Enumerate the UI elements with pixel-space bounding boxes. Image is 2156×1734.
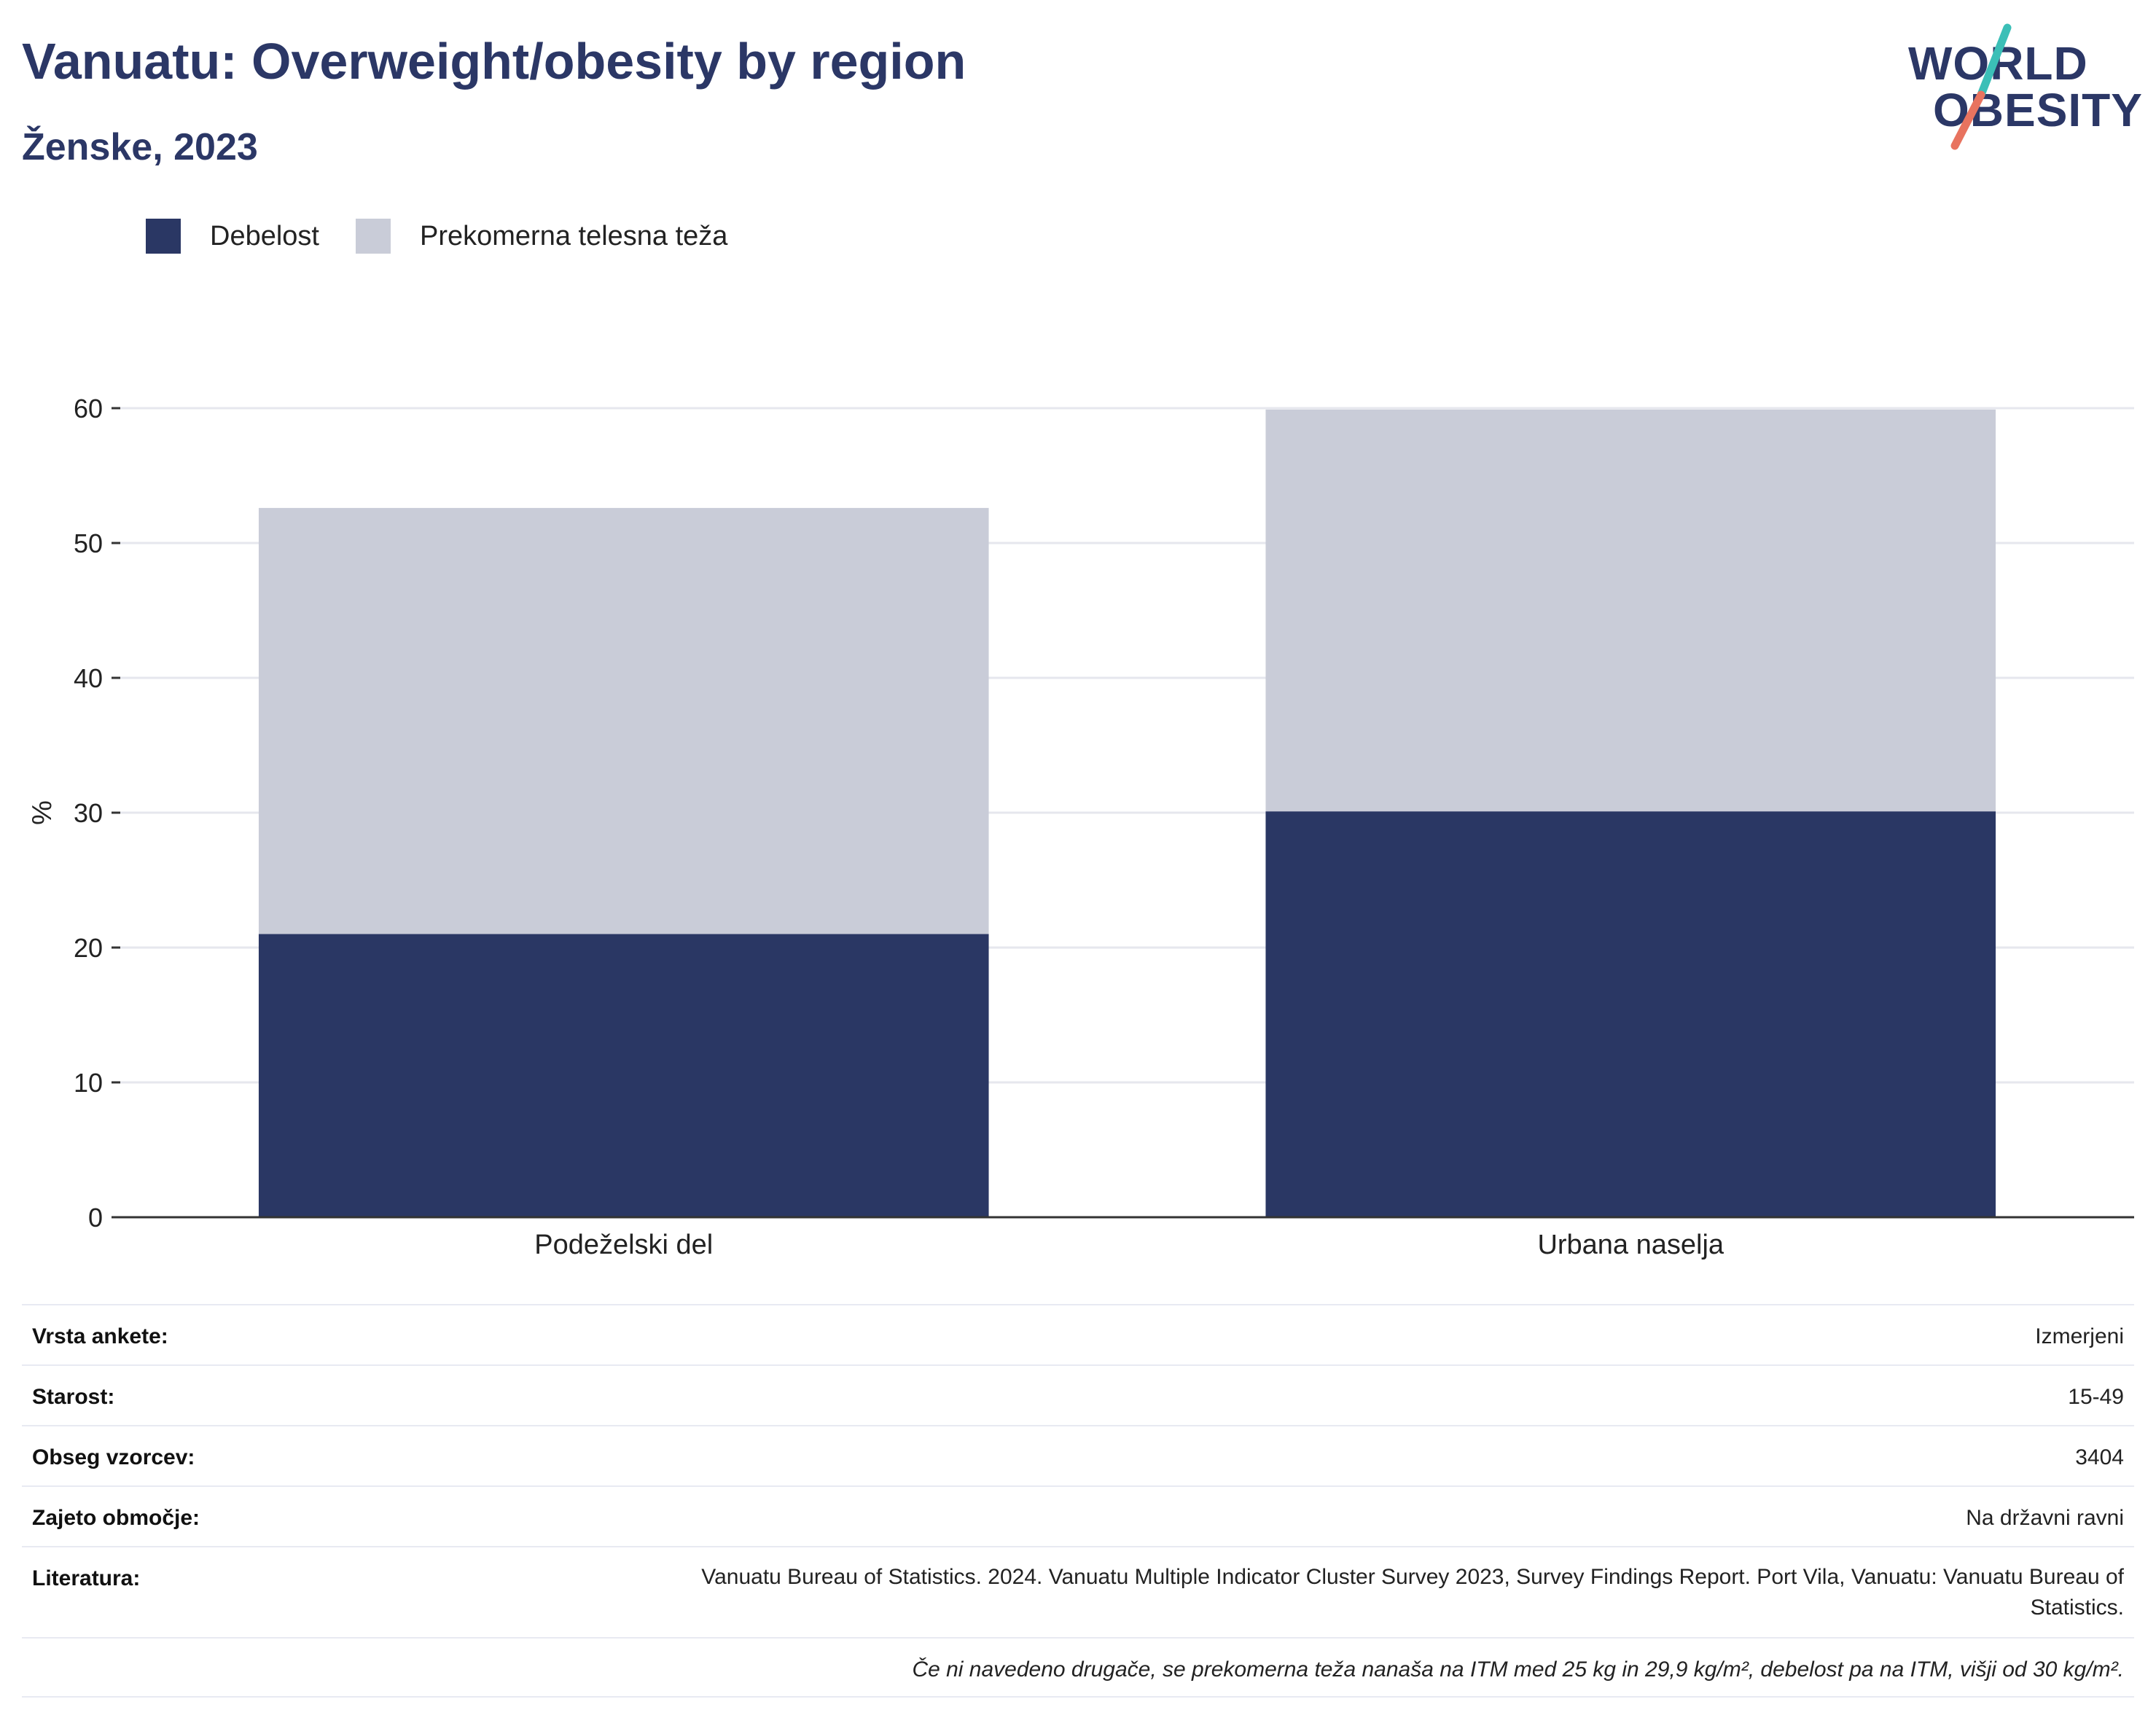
bar-debelost-podezelski-del[interactable] bbox=[258, 934, 989, 1218]
chart-subtitle: Ženske, 2023 bbox=[22, 126, 258, 168]
literature-reference: Vanuatu Bureau of Statistics. 2024. Vanu… bbox=[701, 1565, 2124, 1620]
legend-label-debelost: Debelost bbox=[210, 220, 319, 251]
legend-item-debelost[interactable]: Debelost bbox=[146, 219, 319, 254]
info-label: Literatura: bbox=[32, 1566, 141, 1590]
info-label: Vrsta ankete: bbox=[32, 1324, 168, 1348]
bar-prekomerna-teza-urbana-naselja[interactable] bbox=[1265, 409, 1996, 812]
stacked-bar-chart: 0 10 20 30 40 50 60% Podeželski del Urbana nasel… bbox=[27, 394, 2134, 1260]
info-label: Starost: bbox=[32, 1385, 115, 1409]
y-tick-label: 10 bbox=[74, 1068, 103, 1098]
world-obesity-logo: WORLD OBESITY bbox=[1902, 22, 2143, 153]
legend-swatch-prekomerna bbox=[355, 219, 391, 254]
y-tick-label: 60 bbox=[74, 394, 103, 423]
definition-note: Če ni navedeno drugače, se prekomerna te… bbox=[912, 1657, 2124, 1682]
y-tick-label: 0 bbox=[88, 1203, 103, 1233]
axes: 0 10 20 30 40 50 60% Podeželski del Urbana nasel… bbox=[27, 394, 2134, 1260]
x-category-label: Urbana naselja bbox=[1537, 1230, 1724, 1260]
survey-info-table: Vrsta ankete: Izmerjeni Starost: 15-49 O… bbox=[22, 1304, 2134, 1698]
legend-label-prekomerna: Prekomerna telesna teža bbox=[419, 220, 728, 251]
legend-item-prekomerna[interactable]: Prekomerna telesna teža bbox=[355, 219, 728, 254]
legend-swatch-debelost bbox=[146, 219, 181, 254]
chart-legend: Debelost Prekomerna telesna teža bbox=[146, 217, 764, 255]
info-row-sample-size: Obseg vzorcev: 3404 bbox=[22, 1425, 2134, 1485]
info-value: Izmerjeni bbox=[2035, 1324, 2124, 1348]
bars bbox=[258, 409, 1996, 1218]
chart-title: Vanuatu: Overweight/obesity by region bbox=[22, 33, 966, 90]
info-row-age: Starost: 15-49 bbox=[22, 1364, 2134, 1425]
y-tick-label: 30 bbox=[74, 798, 103, 828]
y-tick-label: 40 bbox=[74, 663, 103, 693]
x-category-label: Podeželski del bbox=[534, 1230, 713, 1260]
info-row-note: Če ni navedeno drugače, se prekomerna te… bbox=[22, 1637, 2134, 1698]
info-row-survey-type: Vrsta ankete: Izmerjeni bbox=[22, 1304, 2134, 1364]
info-value: Na državni ravni bbox=[1966, 1506, 2124, 1530]
y-tick-label: 20 bbox=[74, 933, 103, 963]
bar-debelost-urbana-naselja[interactable] bbox=[1265, 811, 1996, 1217]
info-value: 15-49 bbox=[2068, 1385, 2124, 1409]
info-value: 3404 bbox=[2075, 1445, 2124, 1469]
logo-slash-icon bbox=[1950, 23, 2012, 150]
y-tick-label: 50 bbox=[74, 528, 103, 558]
info-label: Zajeto območje: bbox=[32, 1506, 200, 1530]
bar-prekomerna-teza-podezelski-del[interactable] bbox=[258, 507, 989, 934]
info-label: Obseg vzorcev: bbox=[32, 1445, 195, 1469]
y-axis-label: % bbox=[27, 800, 58, 825]
info-row-coverage: Zajeto območje: Na državni ravni bbox=[22, 1485, 2134, 1546]
info-row-literature: Literatura: Vanuatu Bureau of Statistics… bbox=[22, 1546, 2134, 1637]
